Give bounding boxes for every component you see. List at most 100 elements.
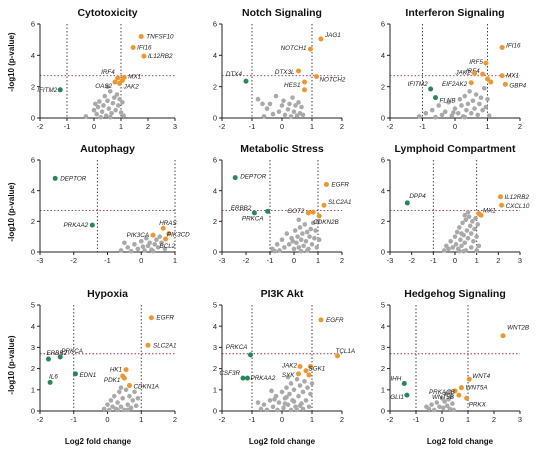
panel-title: Autophagy	[80, 143, 135, 155]
gene-label-prkca: PRKCA	[242, 215, 264, 222]
point-upregulated	[468, 80, 474, 86]
point-not-significant	[298, 248, 304, 254]
point-not-significant	[464, 107, 469, 113]
point-not-significant	[446, 100, 451, 105]
gene-label-deptor: DEPTOR	[60, 175, 87, 182]
point-upregulated	[335, 353, 340, 359]
gene-label-hk1: HK1	[110, 367, 122, 374]
point-downregulated	[401, 380, 407, 386]
y-tick-label: 3	[213, 343, 217, 352]
point-not-significant	[475, 112, 481, 118]
x-tick-label: 1	[475, 256, 479, 265]
y-tick-label: 0	[381, 407, 385, 416]
point-not-significant	[279, 237, 285, 243]
point-not-significant	[309, 381, 315, 386]
x-tick-label: 2	[492, 415, 496, 424]
point-downregulated	[89, 222, 95, 228]
point-not-significant	[465, 101, 471, 107]
y-tick-label: 4	[381, 186, 385, 195]
point-not-significant	[261, 114, 267, 119]
point-not-significant	[295, 234, 300, 239]
point-upregulated	[452, 388, 458, 394]
x-tick-label: -2	[243, 256, 250, 265]
point-not-significant	[111, 95, 117, 100]
point-upregulated	[314, 73, 319, 79]
point-not-significant	[302, 222, 308, 227]
point-upregulated	[488, 79, 494, 85]
y-tick-label: 2	[31, 217, 35, 226]
gene-label-pik3cd: PIK3CD	[167, 232, 190, 239]
x-axis-label-right: Log2 fold change	[427, 437, 494, 446]
point-not-significant	[462, 114, 468, 120]
point-not-significant	[472, 106, 477, 111]
point-not-significant	[109, 111, 114, 116]
y-tick-label: 6	[381, 156, 385, 165]
gene-label-prkca: PRKCA	[61, 348, 83, 355]
gene-label-wnt5b: WNT5B	[432, 394, 454, 401]
point-not-significant	[468, 111, 474, 116]
point-downregulated	[240, 375, 246, 381]
point-upregulated	[308, 46, 313, 52]
point-not-significant	[298, 237, 304, 243]
x-tick-label: 2	[173, 415, 177, 424]
point-not-significant	[290, 238, 296, 244]
point-not-significant	[437, 404, 442, 410]
point-downregulated	[404, 200, 410, 206]
point-not-significant	[474, 234, 479, 239]
point-not-significant	[111, 393, 117, 399]
x-tick-label: 1	[139, 415, 143, 424]
point-not-significant	[485, 96, 490, 102]
point-not-significant	[140, 244, 146, 249]
point-not-significant	[424, 404, 429, 410]
point-not-significant	[159, 240, 164, 246]
x-tick-label: -2	[70, 256, 77, 265]
point-upregulated	[478, 212, 484, 218]
gene-label-mx1: MX1	[128, 73, 141, 80]
point-downregulated	[232, 175, 238, 181]
x-tick-label: 2	[518, 122, 522, 131]
point-not-significant	[316, 237, 322, 243]
panel-hedgehog-signaling: Hedgehog Signaling 0 1 2 3 4 5 -2 -1 0 1 2 3 IHH GLI1 W…	[381, 288, 529, 424]
x-tick-label: 2	[340, 122, 344, 131]
point-downregulated	[52, 175, 58, 181]
point-not-significant	[132, 242, 137, 247]
x-tick-label: 1	[119, 122, 123, 131]
point-not-significant	[307, 234, 312, 239]
point-not-significant	[471, 238, 476, 244]
point-not-significant	[95, 104, 101, 110]
point-downregulated	[251, 210, 257, 216]
gene-label-notch1: NOTCH1	[281, 45, 307, 52]
point-not-significant	[310, 220, 316, 226]
point-upregulated	[499, 45, 505, 50]
point-upregulated	[148, 315, 154, 321]
point-not-significant	[91, 107, 97, 113]
point-not-significant	[454, 229, 460, 235]
point-not-significant	[282, 112, 288, 118]
point-not-significant	[107, 114, 113, 120]
point-not-significant	[284, 385, 289, 390]
point-not-significant	[110, 404, 115, 410]
point-not-significant	[441, 405, 446, 411]
point-not-significant	[288, 407, 294, 413]
gene-label-ifitm2: IFITM2	[408, 81, 428, 88]
x-tick-label: -2	[219, 122, 226, 131]
point-not-significant	[446, 397, 451, 402]
gene-label-edn1: EDN1	[79, 372, 96, 379]
point-not-significant	[138, 238, 144, 244]
point-not-significant	[144, 235, 149, 241]
point-not-significant	[264, 407, 270, 413]
point-not-significant	[284, 394, 289, 400]
point-not-significant	[274, 242, 280, 247]
panel-interferon-signaling: Interferon Signaling 0 2 4 6 -2 -1 0 1 2 IFITM2 FLN…	[381, 7, 527, 131]
point-not-significant	[297, 383, 303, 388]
x-tick-label: -2	[219, 415, 226, 424]
point-not-significant	[308, 226, 314, 232]
point-not-significant	[455, 111, 461, 116]
point-not-significant	[282, 245, 287, 250]
point-not-significant	[486, 113, 492, 118]
y-tick-label: 1	[31, 385, 35, 394]
panel-title: Notch Signaling	[242, 7, 322, 19]
gene-label-csf3r: CSF3R	[219, 370, 240, 377]
point-not-significant	[302, 379, 307, 384]
point-not-significant	[132, 389, 137, 395]
